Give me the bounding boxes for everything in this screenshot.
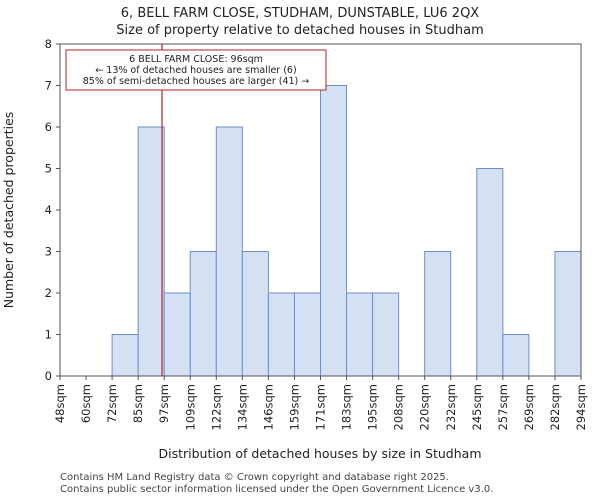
x-tick-label: 220sqm <box>418 384 432 430</box>
x-tick-label: 245sqm <box>470 384 484 430</box>
x-tick-label: 97sqm <box>157 384 171 423</box>
annotation-line-2: ← 13% of detached houses are smaller (6) <box>95 65 296 76</box>
bars-group <box>111 85 582 377</box>
x-tick-label: 109sqm <box>183 384 197 430</box>
annotation-box: 6 BELL FARM CLOSE: 96sqm ← 13% of detach… <box>65 49 327 91</box>
bar-72sqm <box>111 334 139 377</box>
x-tick-label: 171sqm <box>314 384 328 430</box>
y-tick-label: 6 <box>45 120 52 134</box>
annotation-line-1: 6 BELL FARM CLOSE: 96sqm <box>129 54 263 65</box>
bar-282sqm <box>554 251 582 377</box>
bar-245sqm <box>476 168 504 377</box>
bar-85sqm <box>137 126 165 377</box>
bar-122sqm <box>215 126 243 377</box>
annotation-line-3: 85% of semi-detached houses are larger (… <box>83 76 310 87</box>
x-tick-label: 232sqm <box>444 384 458 430</box>
y-tick-label: 5 <box>45 162 52 176</box>
y-tick-label: 2 <box>45 286 52 300</box>
x-tick-label: 134sqm <box>235 384 249 430</box>
y-tick-label: 1 <box>45 328 52 342</box>
chart-title: 6, BELL FARM CLOSE, STUDHAM, DUNSTABLE, … <box>121 6 480 21</box>
bar-183sqm <box>346 292 374 377</box>
y-tick-label: 8 <box>45 37 52 51</box>
x-tick-label: 72sqm <box>105 384 119 423</box>
bar-257sqm <box>502 334 530 377</box>
bar-109sqm <box>189 251 217 377</box>
x-tick-label: 195sqm <box>366 384 380 430</box>
bar-171sqm <box>320 85 348 377</box>
bar-134sqm <box>241 251 269 377</box>
x-tick-label: 159sqm <box>287 384 301 430</box>
x-tick-label: 60sqm <box>79 384 93 423</box>
x-tick-label: 85sqm <box>131 384 145 423</box>
x-tick-label: 282sqm <box>548 384 562 430</box>
x-tick-label: 208sqm <box>392 384 406 430</box>
x-tick-label: 257sqm <box>496 384 510 430</box>
y-axis-label: Number of detached properties <box>1 112 16 309</box>
footer-line-2: Contains public sector information licen… <box>60 484 494 495</box>
y-tick-label: 7 <box>45 79 52 93</box>
y-tick-label: 4 <box>45 203 52 217</box>
bar-195sqm <box>372 292 400 377</box>
x-tick-label: 146sqm <box>261 384 275 430</box>
y-tick-label: 0 <box>45 369 52 383</box>
x-tick-label: 122sqm <box>209 384 223 430</box>
x-axis-label: Distribution of detached houses by size … <box>158 446 481 461</box>
y-tick-label: 3 <box>45 245 52 259</box>
x-tick-label: 183sqm <box>340 384 354 430</box>
chart-subtitle: Size of property relative to detached ho… <box>116 23 484 38</box>
x-tick-label: 269sqm <box>522 384 536 430</box>
bar-146sqm <box>267 292 295 377</box>
bar-97sqm <box>163 292 191 377</box>
x-tick-label: 294sqm <box>574 384 588 430</box>
footer-line-1: Contains HM Land Registry data © Crown c… <box>60 472 449 483</box>
bar-220sqm <box>424 251 452 377</box>
x-tick-label: 48sqm <box>53 384 67 423</box>
axes-group: 0 1 2 3 4 5 6 7 8 48sqm 60sqm 72sqm 85sqm 97sqm 109sqm… <box>45 37 588 430</box>
bar-159sqm <box>293 292 322 377</box>
